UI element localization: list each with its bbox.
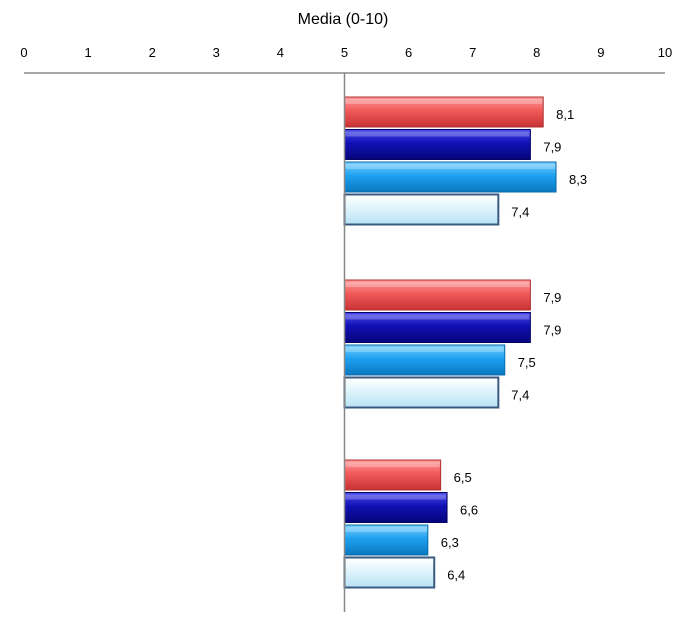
x-tick-label: 9 [597,45,604,60]
x-tick-label: 3 [213,45,220,60]
bar-group-1-series-1 [344,96,544,128]
x-tick-label: 4 [277,45,284,60]
x-tick-label: 7 [469,45,476,60]
x-tick-label: 8 [533,45,540,60]
x-tick-label: 5 [341,45,348,60]
bar-group-2-series-4 [343,376,500,409]
bar-highlight [345,527,427,532]
bar-group-3-series-3 [344,524,429,556]
bar-group-3-series-2 [344,492,448,523]
bar-group-1-series-3 [344,161,557,193]
bar-highlight [345,196,498,202]
x-axis-ticks: 0 1 2 3 4 5 6 7 8 9 10 [20,45,672,60]
data-label: 8,3 [569,172,587,187]
bar-highlight [345,347,504,352]
x-tick-label: 6 [405,45,412,60]
data-label: 7,5 [518,355,536,370]
bar-highlight [345,559,434,565]
data-label: 6,4 [447,568,465,583]
bar-highlight [345,379,498,385]
data-label: 6,5 [454,470,472,485]
data-label: 7,4 [511,388,529,403]
bar-highlight [345,282,530,287]
x-tick-label: 0 [20,45,27,60]
bar-highlight [345,164,556,169]
data-labels: 8,1 7,9 8,3 7,4 7,9 7,9 7,5 7,4 6,5 6,6 6,3 6,4 [441,107,587,583]
data-label: 7,9 [543,140,561,155]
x-tick-label: 2 [149,45,156,60]
x-tick-label: 10 [658,45,672,60]
bar-highlight [345,99,543,104]
bar-group-2-series-2 [344,312,531,343]
data-label: 7,9 [543,323,561,338]
bar-highlight [345,462,440,467]
chart-title: Media (0-10) [298,11,389,28]
bar-highlight [345,131,530,137]
data-label: 7,4 [511,205,529,220]
data-label: 6,3 [441,535,459,550]
data-label: 6,6 [460,503,478,518]
bars [343,96,557,589]
bar-highlight [345,314,530,320]
x-tick-label: 1 [84,45,91,60]
bar-group-1-series-2 [344,129,531,160]
bar-group-1-series-4 [343,193,500,226]
data-label: 8,1 [556,107,574,122]
bar-highlight [345,494,447,500]
data-label: 7,9 [543,290,561,305]
bar-group-3-series-4 [343,556,436,589]
